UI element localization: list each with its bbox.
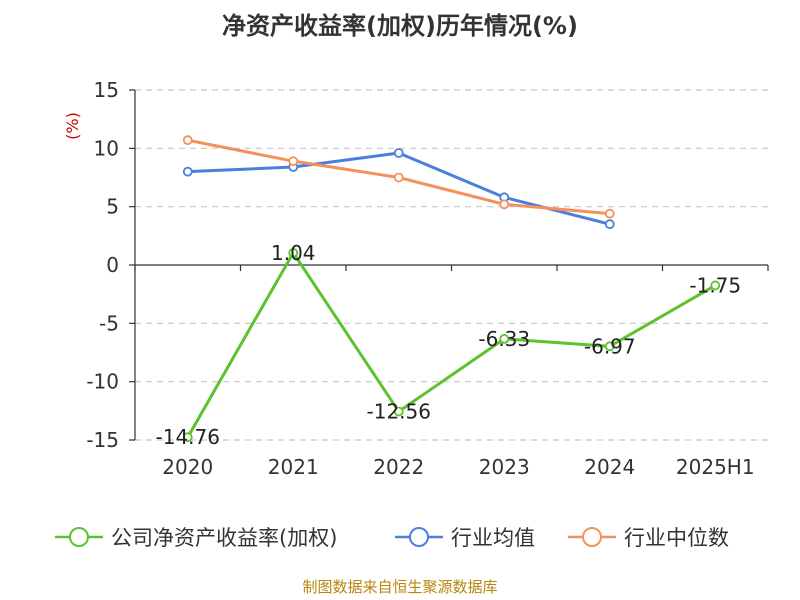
- y-axis-label: (%): [63, 112, 82, 140]
- data-labels: -14.76 1.04 -12.56 -6.33 -6.97 -1.75: [156, 241, 742, 449]
- data-point: [393, 406, 404, 417]
- data-label: -12.56: [367, 400, 431, 424]
- data-point: [499, 199, 510, 210]
- series-line: [187, 151, 611, 226]
- data-point: [393, 172, 404, 183]
- y-tick-label: 10: [94, 136, 119, 160]
- data-point: [710, 280, 721, 291]
- legend-marker: [582, 527, 602, 547]
- data-point: [182, 135, 193, 146]
- series-line: [186, 251, 716, 438]
- data-point: [288, 247, 299, 258]
- data-label: -6.97: [584, 334, 636, 358]
- legend-label: 行业均值: [451, 526, 535, 550]
- legend-marker: [69, 527, 89, 547]
- legend: 公司净资产收益率(加权) 行业均值 行业中位数: [55, 526, 729, 550]
- data-point: [182, 432, 193, 443]
- data-point: [182, 166, 193, 177]
- x-tick-label: 2024: [584, 455, 635, 479]
- y-tick-label: -10: [86, 370, 119, 394]
- y-tick-label: 15: [94, 78, 119, 102]
- legend-label: 行业中位数: [624, 526, 729, 550]
- x-tick-label: 2022: [373, 455, 424, 479]
- legend-item: 行业均值: [395, 526, 535, 550]
- y-tick-label: 5: [106, 195, 119, 219]
- y-tick-label: 0: [106, 253, 119, 277]
- source-note: 制图数据来自恒生聚源数据库: [302, 578, 497, 596]
- data-label: -6.33: [478, 327, 530, 351]
- chart-title: 净资产收益率(加权)历年情况(%): [222, 12, 578, 40]
- x-tick-label: 2025H1: [676, 455, 755, 479]
- data-point: [604, 219, 615, 230]
- x-tick-label: 2021: [268, 455, 319, 479]
- data-label: -14.76: [156, 425, 220, 449]
- x-tick-labels: 2020 2021 2022 2023 2024 2025H1: [162, 455, 754, 479]
- x-tick-label: 2023: [479, 455, 530, 479]
- legend-label: 公司净资产收益率(加权): [111, 526, 337, 550]
- data-point: [604, 341, 615, 352]
- x-tick-label: 2020: [162, 455, 213, 479]
- legend-item: 行业中位数: [568, 526, 729, 550]
- axes: [129, 89, 769, 441]
- data-point: [604, 208, 615, 219]
- legend-marker: [409, 527, 429, 547]
- y-tick-labels: 15 10 5 0 -5 -10 -15: [86, 78, 119, 452]
- series-lines: [182, 135, 721, 443]
- legend-item: 公司净资产收益率(加权): [55, 526, 337, 550]
- y-tick-label: -5: [99, 311, 119, 335]
- data-point: [288, 156, 299, 167]
- data-point: [393, 148, 404, 158]
- data-point: [499, 333, 510, 344]
- data-label: 1.04: [271, 241, 316, 265]
- data-label: -1.75: [689, 273, 741, 297]
- y-tick-label: -15: [86, 428, 119, 452]
